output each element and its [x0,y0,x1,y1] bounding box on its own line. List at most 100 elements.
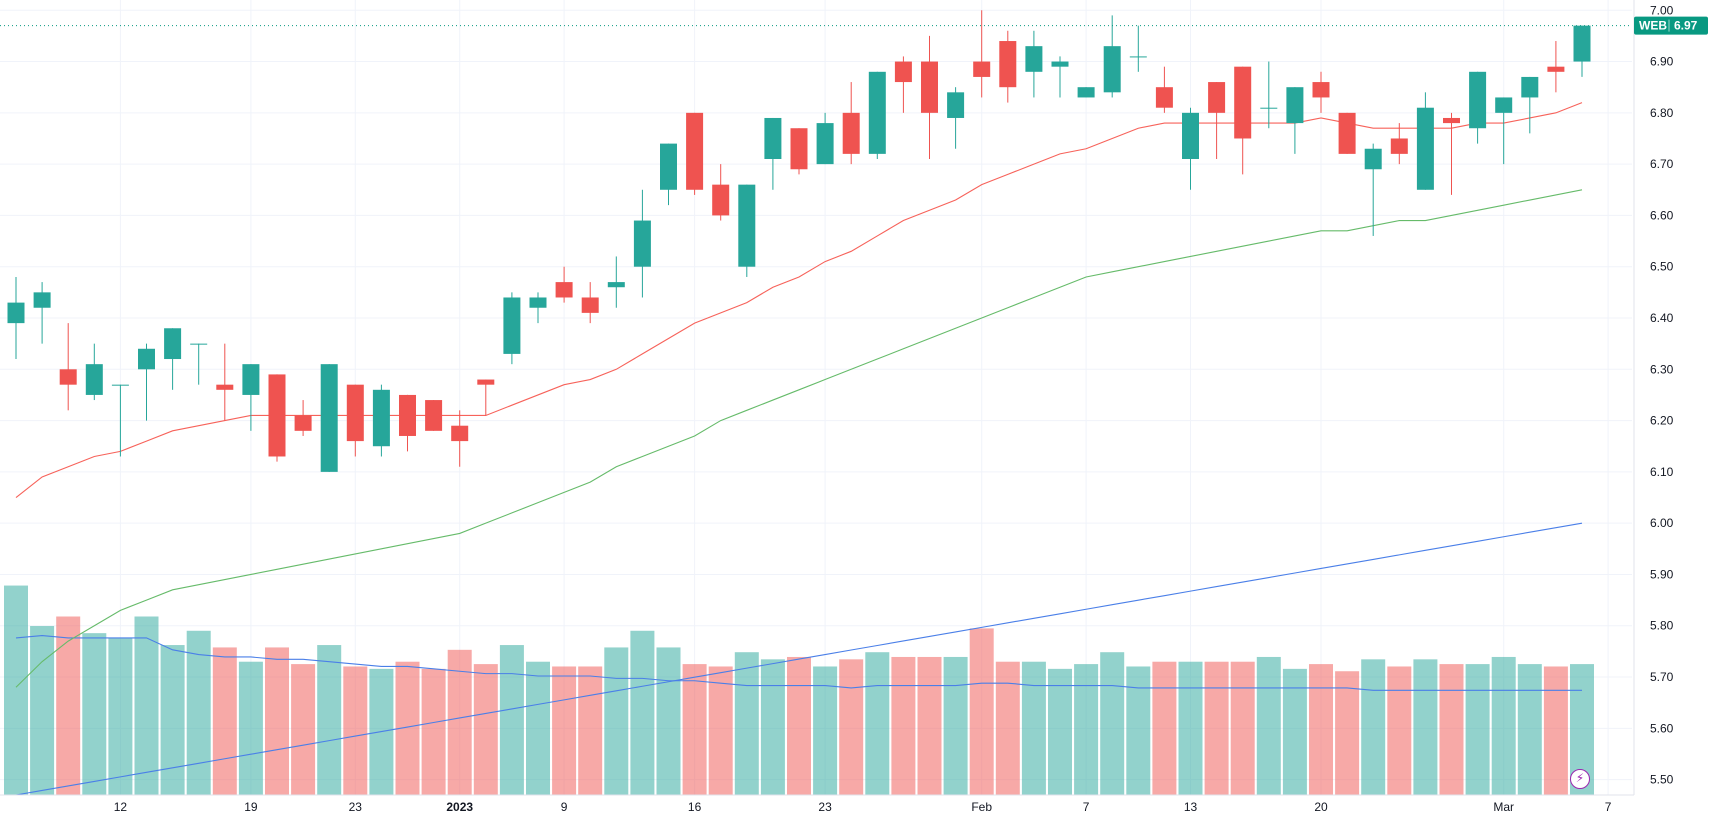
y-tick-label: 5.80 [1650,619,1674,633]
y-tick-label: 6.20 [1650,414,1674,428]
candle [660,143,677,206]
candle-body [1495,97,1513,113]
time-axis[interactable]: 12 19 23 2023 9 16 23 Feb 7 13 20 Mar 7 [114,800,1612,814]
candle-body [633,220,651,267]
candle [1416,92,1434,190]
candle [372,384,390,457]
candle-body [1077,87,1095,98]
candle-body [686,112,704,190]
candle-body [868,71,886,154]
volume-bar [1309,664,1333,795]
volume-bar [1465,664,1490,795]
volume-bar [1048,668,1072,795]
volume-bar [56,616,81,795]
candle-body [1443,117,1460,124]
candle [1129,25,1147,72]
volume-bar [578,666,603,795]
candle-body [1208,82,1226,113]
price-axis[interactable]: 5.50 5.60 5.70 5.80 5.90 6.00 6.10 6.20 6.30 6.40… [1650,3,1674,786]
volume-bar [30,626,55,795]
candle-body [921,61,938,113]
volume-bar [604,647,629,795]
candle-body [1521,76,1539,98]
candle [85,343,103,401]
candle [1573,25,1591,77]
candle [59,323,77,411]
candle [738,184,756,277]
volume-bar [708,666,733,795]
last-price-badge: WEB 6.97 [1634,16,1708,35]
candle [164,328,182,390]
candle-body [842,112,860,154]
candle-body [660,143,677,190]
y-tick-label: 5.70 [1650,670,1674,684]
candle [1260,61,1278,129]
candle [1051,56,1069,98]
mid-moving-average-line [15,189,1583,688]
lightning-icon[interactable]: ⚡ [1570,769,1590,789]
candle-body [1234,66,1252,139]
candle [529,292,547,324]
candle [894,56,912,113]
candle-body [425,400,443,431]
candle-body [712,184,730,216]
volume-bar [760,659,785,795]
volume-bar [1126,666,1151,795]
candle-body [451,425,469,442]
x-tick-label: 23 [349,800,363,814]
y-tick-label: 6.80 [1650,106,1674,120]
candle [1208,82,1226,159]
candle [1469,71,1487,144]
volume-bar [317,645,342,795]
candle-body [503,297,521,354]
candle-body [1364,148,1382,170]
volume-bar [1204,661,1229,795]
volume-bar [447,649,472,795]
candle [1547,41,1565,93]
candle-body [190,343,208,345]
candle [686,112,704,195]
volume-bar [1361,659,1386,795]
candle-body [1469,71,1487,129]
volume-bar [995,661,1020,795]
candle [764,117,782,190]
candle [712,164,730,221]
candle-body [1182,112,1199,159]
candle-body [1416,107,1434,190]
x-tick-label: 13 [1184,800,1198,814]
candle-body [33,292,51,308]
volume-bars [4,585,1594,795]
volume-bar [865,652,890,795]
candle-body [529,297,547,308]
volume-bar [1491,656,1516,795]
volume-bar [421,668,446,795]
candle-body [399,394,416,436]
volume-bar [1230,661,1255,795]
candle [138,343,155,421]
y-tick-label: 6.10 [1650,465,1674,479]
volume-bar [682,664,707,795]
candle-body [764,117,782,159]
y-tick-label: 6.30 [1650,362,1674,376]
volume-bar [238,661,263,795]
symbol-label: WEB [1639,19,1667,33]
candle [633,189,651,298]
candle-body [947,92,965,118]
volume-bar [1439,664,1464,795]
candle-body [1260,107,1278,109]
candle-body [555,282,573,298]
candle [1234,66,1252,175]
volume-bar [1074,664,1099,795]
volume-bar [212,647,237,795]
candle [555,266,573,303]
candle-body [894,61,912,83]
volume-bar [1178,661,1203,795]
volume-bar [813,666,838,795]
candle-body [320,364,338,472]
volume-bar [943,656,968,795]
volume-bar [1100,652,1125,795]
volume-bar [265,647,289,795]
volume-bar [186,630,211,795]
y-tick-label: 6.40 [1650,311,1674,325]
